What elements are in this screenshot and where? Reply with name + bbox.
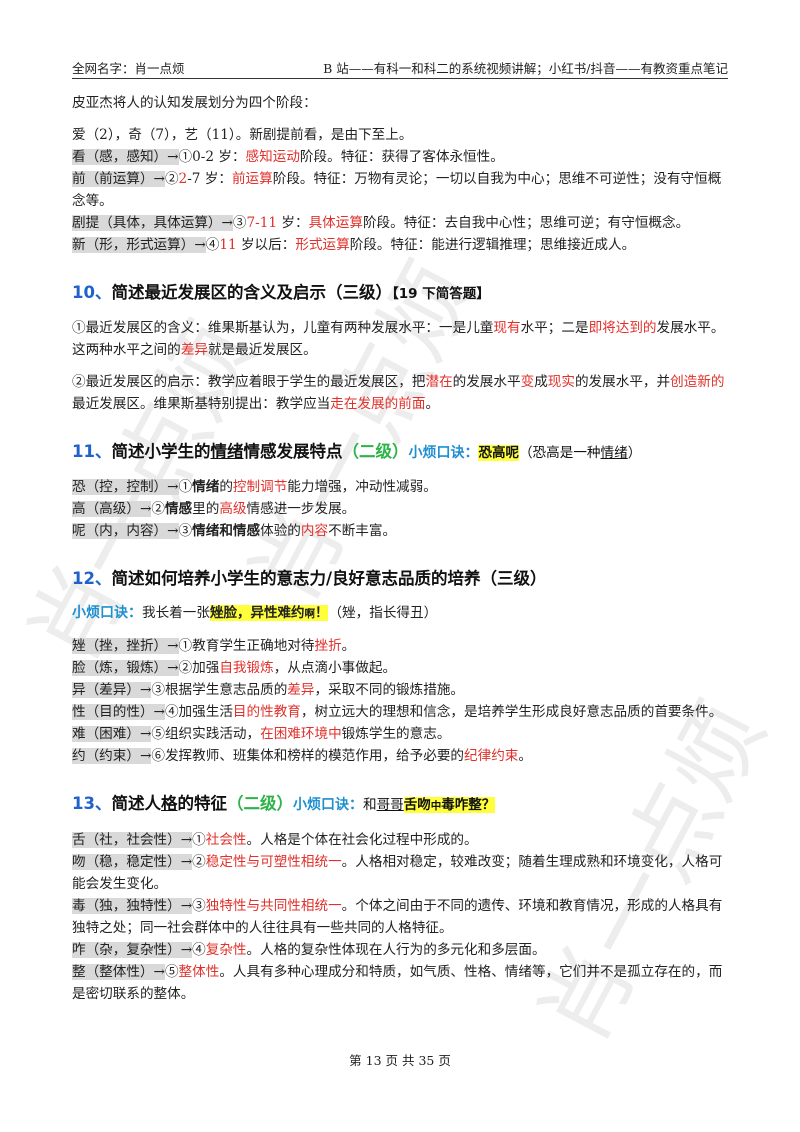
- intro-mnemonic: 爱（2），奇（7），艺（11）。新剧提前看，是由下至上。: [72, 127, 413, 143]
- s12-item: 脸（炼，锻炼）→②加强自我锻炼，从点滴小事做起。: [72, 660, 397, 676]
- mnemonic-highlight: 恐高呢: [478, 445, 519, 461]
- stage-key: 看（感，感知）→: [72, 149, 179, 165]
- stage-item: 剧提（具体，具体运算）→③7-11 岁：具体运算阶段。特征：去自我中心性；思维可…: [72, 215, 690, 231]
- intro-line: 皮亚杰将人的认知发展划分为四个阶段：: [72, 95, 317, 111]
- section-10-title: 10、简述最近发展区的含义及启示（三级）【19 下简答题】: [72, 283, 490, 302]
- section-12-title: 12、简述如何培养小学生的意志力/良好意志品质的培养（三级）: [72, 569, 547, 588]
- s12-mnemonic: 小烦口诀：我长着一张矬脸，异性难约啊！（矬，指长得丑）: [72, 605, 438, 621]
- mnemonic-highlight: 矬脸，异性难约啊！: [209, 605, 329, 621]
- stage-item: 前（前运算）→②2-7 岁：前运算阶段。特征：万物有灵论；一切以自我为中心；思维…: [72, 171, 722, 209]
- page-header: 全网名字：肖一点烦 B 站——有科一和科二的系统视频讲解；小红书/抖音——有教资…: [72, 56, 728, 79]
- s12-item: 矬（挫，挫折）→①教育学生正确地对待挫折。: [72, 638, 356, 654]
- page-footer: 第 13 页 共 35 页: [349, 1053, 451, 1068]
- header-right: B 站——有科一和科二的系统视频讲解；小红书/抖音——有教资重点笔记: [323, 61, 728, 76]
- stage-item: 新（形，形式运算）→④11 岁以后：形式运算阶段。特征：能进行逻辑推理；思维接近…: [72, 237, 636, 253]
- s10-paragraph-1: ①最近发展区的含义：维果斯基认为，儿童有两种发展水平：一是儿童现有水平；二是即将…: [72, 320, 725, 358]
- s11-item: 高（高级）→②情感里的高级情感进一步发展。: [72, 501, 356, 517]
- exam-tag: 【19 下简答题】: [391, 286, 490, 302]
- s13-item: 咋（杂，复杂性）→④复杂性。人格的复杂性体现在人行为的多元化和多层面。: [72, 942, 546, 958]
- s12-item: 性（目的性）→④加强生活目的性教育，树立远大的理想和信念，是培养学生形成良好意志…: [72, 704, 723, 720]
- s10-paragraph-2: ②最近发展区的启示：教学应着眼于学生的最近发展区，把潜在的发展水平变成现实的发展…: [72, 374, 725, 412]
- header-left: 全网名字：肖一点烦: [72, 61, 185, 76]
- mnemonic-highlight: 舌吻中毒咋整？: [403, 797, 496, 813]
- stage-key: 新（形，形式运算）→: [72, 237, 206, 253]
- stage-key: 前（前运算）→: [72, 171, 165, 187]
- stage-key: 剧提（具体，具体运算）→: [72, 215, 233, 231]
- s11-item: 恐（控，控制）→①情绪的控制调节能力增强，冲动性减弱。: [72, 479, 437, 495]
- s11-item: 呢（内，内容）→③情绪和情感体验的内容不断丰富。: [72, 523, 397, 539]
- s13-item: 整（整体性）→⑤整体性。人具有多种心理成分和特质，如气质、性格、情绪等，它们并不…: [72, 964, 723, 1002]
- s13-item: 舌（社，社会性）→①社会性。人格是个体在社会化过程中形成的。: [72, 832, 478, 848]
- s13-item: 毒（独，独特性）→③独特性与共同性相统一。个体之间由于不同的遗传、环境和教育情况…: [72, 898, 723, 936]
- stage-item: 看（感，感知）→①0-2 岁：感知运动阶段。特征：获得了客体永恒性。: [72, 149, 504, 165]
- page-content: 皮亚杰将人的认知发展划分为四个阶段： 爱（2），奇（7），艺（11）。新剧提前看…: [72, 92, 732, 1005]
- s13-item: 吻（稳，稳定性）→②稳定性与可塑性相统一。人格相对稳定，较难改变；随着生理成熟和…: [72, 854, 723, 892]
- section-11-title: 11、简述小学生的情绪情感发展特点（二级）小烦口诀：恐高呢（恐高是一种情绪）: [72, 442, 642, 461]
- s12-item: 难（困难）→⑤组织实践活动，在困难环境中锻炼学生的意志。: [72, 726, 451, 742]
- section-13-title: 13、简述人格的特征（二级）小烦口诀：和哥哥舌吻中毒咋整？: [72, 794, 496, 813]
- s12-item: 异（差异）→③根据学生意志品质的差异，采取不同的锻炼措施。: [72, 682, 465, 698]
- s12-item: 约（约束）→⑥发挥教师、班集体和榜样的模范作用，给予必要的纪律约束。: [72, 748, 532, 764]
